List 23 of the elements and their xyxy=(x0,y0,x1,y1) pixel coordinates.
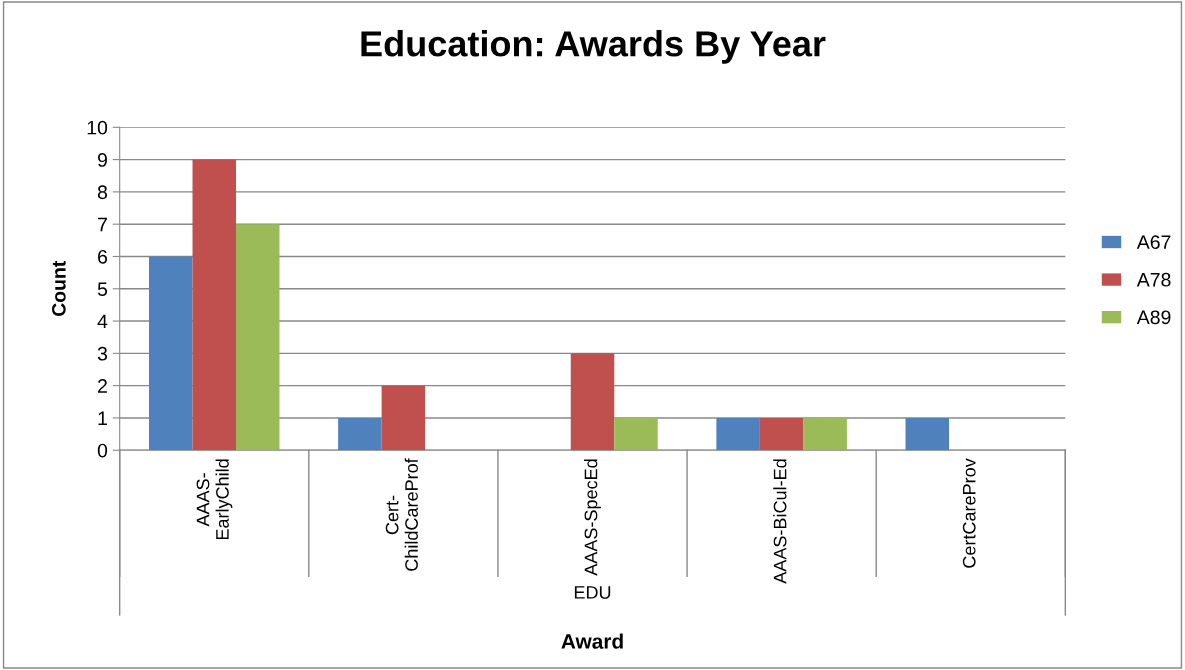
y-tick-label: 1 xyxy=(98,411,107,425)
y-tick-label: 5 xyxy=(97,282,108,297)
y-tick-label: 10 xyxy=(87,120,108,135)
legend-label: A78 xyxy=(1136,272,1171,287)
y-tick-label: 6 xyxy=(98,249,108,264)
y-tick-label: 8 xyxy=(97,185,108,200)
x-tick-label: AAAS-EarlyChild xyxy=(196,459,233,540)
y-tick-label: 3 xyxy=(97,346,108,361)
y-tick-label: 0 xyxy=(97,443,108,458)
y-axis-title: Count xyxy=(51,260,66,317)
x-tick-label: CertCareProv xyxy=(962,458,976,568)
x-tick-label: AAAS-SpecEd xyxy=(584,459,601,576)
x-axis-title: Award xyxy=(561,633,623,649)
y-tick-label: 7 xyxy=(98,217,107,232)
y-tick-label: 4 xyxy=(97,314,108,329)
chart-title: Education: Awards By Year xyxy=(361,30,826,64)
y-tick-label: 9 xyxy=(97,153,107,167)
legend-label: A67 xyxy=(1136,235,1171,250)
legend-label: A89 xyxy=(1136,310,1171,325)
x-tick-label: AAAS-BiCul-Ed xyxy=(773,459,787,584)
y-tick-label: 2 xyxy=(98,379,107,393)
text: EDU xyxy=(574,586,611,599)
x-tick-label: Cert-ChildCareProf xyxy=(385,458,418,571)
